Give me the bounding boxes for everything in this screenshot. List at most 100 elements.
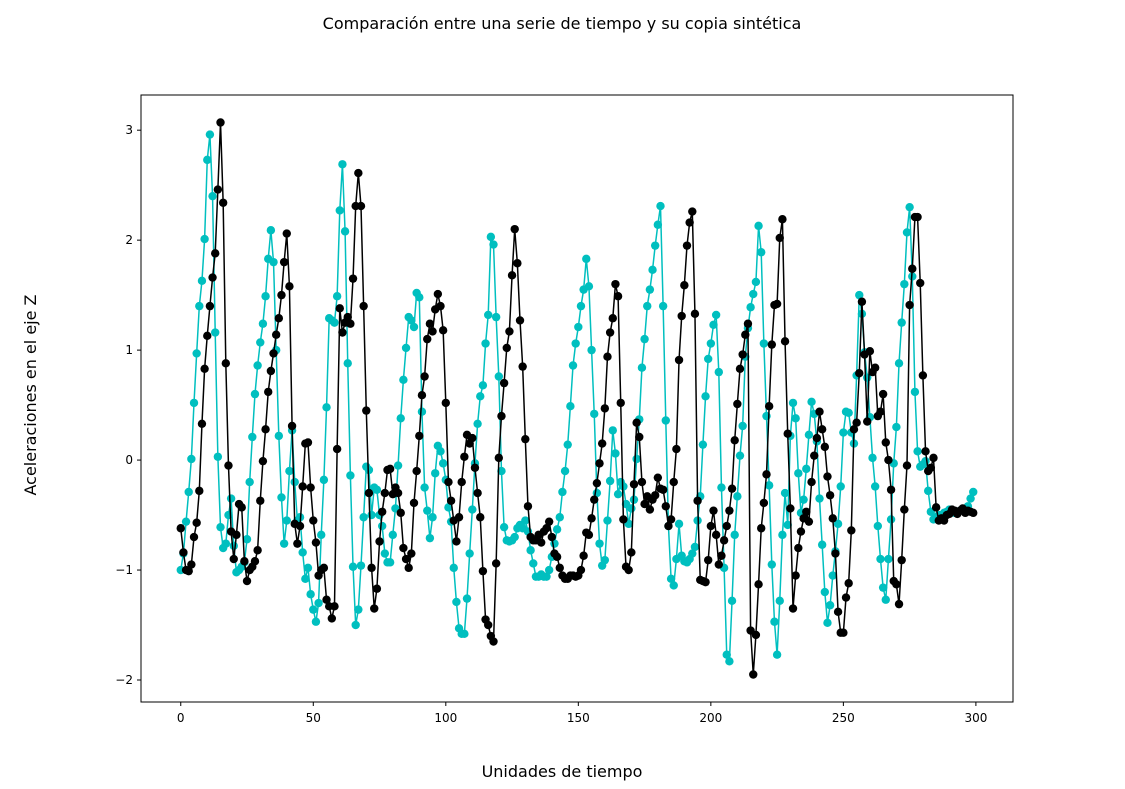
data-point <box>762 470 771 479</box>
data-point <box>685 218 694 227</box>
data-point <box>751 277 761 287</box>
data-point <box>884 455 893 465</box>
data-point <box>905 300 914 310</box>
data-point <box>608 314 617 323</box>
data-point <box>221 359 231 368</box>
data-point <box>921 456 930 466</box>
data-point <box>415 431 424 441</box>
data-point <box>878 583 888 592</box>
data-point <box>269 349 278 358</box>
data-point <box>966 494 975 503</box>
data-point <box>839 628 848 637</box>
data-point <box>653 473 663 482</box>
data-point <box>417 407 427 416</box>
data-point <box>592 478 602 488</box>
data-point <box>518 362 527 371</box>
data-point <box>576 301 586 311</box>
data-point <box>902 228 912 237</box>
data-point <box>653 220 663 229</box>
data-point <box>510 224 519 234</box>
data-point <box>348 562 358 571</box>
data-point <box>205 301 215 311</box>
y-tick-label: −2 <box>115 673 133 687</box>
data-point <box>237 503 246 512</box>
data-point <box>340 227 350 236</box>
data-point <box>478 566 488 576</box>
data-point <box>820 587 830 597</box>
data-point <box>783 520 792 530</box>
data-point <box>457 477 466 487</box>
data-point <box>831 549 840 558</box>
data-point <box>905 202 914 212</box>
data-point <box>873 521 883 531</box>
data-point <box>828 514 837 523</box>
data-point <box>298 482 307 491</box>
data-point <box>749 289 758 299</box>
data-point <box>208 191 217 201</box>
data-point <box>290 477 299 487</box>
data-point <box>192 518 201 527</box>
y-tick-label: 0 <box>125 453 133 467</box>
data-point <box>372 485 382 494</box>
data-point <box>407 549 416 558</box>
data-point <box>176 524 185 533</box>
data-point <box>812 433 822 443</box>
data-point <box>420 372 429 381</box>
data-point <box>783 429 792 438</box>
data-point <box>780 337 790 346</box>
data-point <box>733 492 742 501</box>
data-point <box>658 485 668 494</box>
data-point <box>656 201 665 211</box>
data-point <box>513 259 522 268</box>
data-point <box>322 403 331 412</box>
data-point <box>619 515 628 524</box>
data-point <box>616 398 625 408</box>
data-point <box>460 629 469 639</box>
data-point <box>894 599 904 609</box>
data-point <box>804 517 814 526</box>
data-point <box>377 521 387 531</box>
data-point <box>908 264 917 273</box>
data-point <box>279 539 289 548</box>
data-point <box>627 504 636 513</box>
data-point <box>600 404 610 413</box>
data-point <box>258 456 268 466</box>
data-point <box>666 574 676 584</box>
data-point <box>385 464 395 474</box>
data-point <box>698 440 708 449</box>
data-point <box>473 488 482 498</box>
data-point <box>529 559 538 568</box>
data-point <box>847 526 856 535</box>
data-point <box>637 363 647 372</box>
data-point <box>605 476 615 486</box>
data-point <box>714 367 723 377</box>
data-point <box>661 416 670 425</box>
data-point <box>375 537 384 546</box>
data-point <box>470 463 480 472</box>
data-point <box>476 392 485 401</box>
data-point <box>703 555 713 565</box>
data-point <box>356 561 366 570</box>
data-point <box>910 387 920 397</box>
data-point <box>743 319 753 328</box>
data-point <box>187 454 196 464</box>
data-point <box>380 549 390 558</box>
data-point <box>407 316 416 325</box>
data-point <box>468 433 477 443</box>
data-point <box>295 521 305 531</box>
data-point <box>211 328 220 337</box>
data-point <box>356 201 366 211</box>
data-point <box>650 241 660 250</box>
data-point <box>277 290 286 300</box>
data-point <box>409 498 419 508</box>
data-point <box>929 453 938 463</box>
data-point <box>672 444 681 454</box>
data-point <box>849 425 859 434</box>
data-point <box>817 540 827 549</box>
data-point <box>571 339 580 348</box>
data-point <box>892 422 901 432</box>
data-point <box>264 387 273 397</box>
x-tick-label: 50 <box>306 711 321 725</box>
data-point <box>377 507 387 516</box>
data-point <box>611 279 620 289</box>
